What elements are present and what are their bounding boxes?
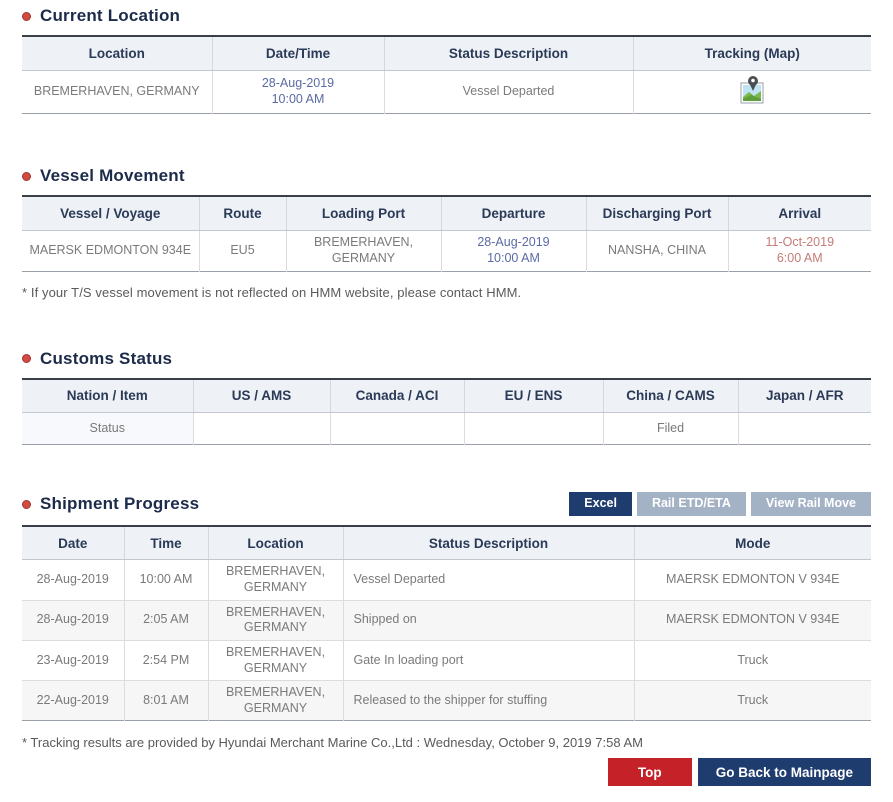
excel-button[interactable]: Excel bbox=[569, 492, 632, 516]
customs-china-cams-value: Filed bbox=[602, 412, 738, 445]
section-bullet-icon bbox=[22, 354, 31, 364]
progress-status: Vessel Departed bbox=[342, 559, 634, 601]
rail-etd-eta-button[interactable]: Rail ETD/ETA bbox=[636, 492, 746, 516]
progress-mode: Truck bbox=[633, 640, 871, 682]
departure-date: 28-Aug-2019 bbox=[477, 235, 550, 249]
col-header-discharging-port: Discharging Port bbox=[585, 196, 728, 231]
progress-time: 8:01 AM bbox=[123, 680, 208, 721]
progress-time: 2:54 PM bbox=[123, 640, 208, 682]
table-row: 28-Aug-2019 10:00 AM BREMERHAVEN, GERMAN… bbox=[22, 559, 871, 601]
col-header-time: Time bbox=[123, 525, 208, 561]
col-header-canada-aci: Canada / ACI bbox=[329, 378, 464, 414]
col-header-nation-item: Nation / Item bbox=[22, 378, 193, 414]
progress-date: 28-Aug-2019 bbox=[22, 559, 124, 601]
col-header-loading-port: Loading Port bbox=[285, 196, 441, 231]
route-value: EU5 bbox=[198, 230, 286, 272]
progress-location: BREMERHAVEN, GERMANY bbox=[207, 600, 343, 641]
col-header-location: Location bbox=[22, 36, 212, 71]
progress-date: 28-Aug-2019 bbox=[22, 600, 124, 641]
current-date: 28-Aug-2019 bbox=[261, 76, 335, 91]
current-datetime-value: 28-Aug-2019 10:00 AM bbox=[211, 70, 384, 114]
col-header-status-description: Status Description bbox=[383, 36, 633, 71]
vessel-movement-table: Vessel / Voyage Route Loading Port Depar… bbox=[22, 195, 871, 272]
progress-status: Gate In loading port bbox=[342, 640, 634, 682]
tracking-map-cell bbox=[632, 70, 871, 114]
table-row: MAERSK EDMONTON 934E EU5 BREMERHAVEN, GE… bbox=[22, 230, 871, 272]
current-location-value: BREMERHAVEN, GERMANY bbox=[33, 84, 200, 98]
progress-location: BREMERHAVEN, GERMANY bbox=[207, 680, 343, 721]
customs-status-table: Nation / Item US / AMS Canada / ACI EU /… bbox=[22, 377, 871, 446]
col-header-vessel-voyage: Vessel / Voyage bbox=[22, 196, 199, 231]
tracking-results-note: * Tracking results are provided by Hyund… bbox=[22, 735, 643, 751]
section-bullet-icon bbox=[22, 11, 31, 21]
loading-port-value: BREMERHAVEN, GERMANY bbox=[285, 230, 441, 272]
current-status-value: Vessel Departed bbox=[383, 70, 633, 114]
section-title-shipment-progress: Shipment Progress bbox=[40, 494, 200, 513]
section-title-current-location: Current Location bbox=[40, 6, 181, 25]
customs-canada-aci-value bbox=[329, 412, 464, 445]
tracking-map-button[interactable] bbox=[739, 75, 766, 105]
shipment-progress-table: Date Time Location Status Description Mo… bbox=[22, 524, 871, 722]
col-header-date: Date bbox=[22, 525, 124, 561]
progress-location: BREMERHAVEN, GERMANY bbox=[207, 640, 343, 682]
current-time: 10:00 AM bbox=[271, 91, 325, 106]
customs-row-label: Status bbox=[22, 412, 193, 445]
col-header-mode: Mode bbox=[633, 525, 871, 561]
view-rail-move-button[interactable]: View Rail Move bbox=[750, 492, 871, 516]
col-header-us-ams: US / AMS bbox=[192, 378, 330, 414]
section-title-vessel-movement: Vessel Movement bbox=[40, 166, 185, 186]
section-title-customs-status: Customs Status bbox=[40, 348, 173, 368]
progress-time: 2:05 AM bbox=[123, 600, 208, 641]
col-header-status-description: Status Description bbox=[342, 525, 634, 561]
section-customs-status: Customs Status Nation / Item US / AMS Ca… bbox=[22, 349, 871, 446]
customs-us-ams-value bbox=[192, 412, 330, 445]
section-bullet-icon bbox=[22, 171, 31, 181]
section-shipment-progress: Shipment Progress Excel Rail ETD/ETA Vie… bbox=[22, 492, 871, 750]
progress-mode: MAERSK EDMONTON V 934E bbox=[633, 600, 871, 641]
table-row: Status Filed bbox=[22, 412, 871, 445]
table-row: 22-Aug-2019 8:01 AM BREMERHAVEN, GERMANY… bbox=[22, 680, 871, 721]
col-header-datetime: Date/Time bbox=[211, 36, 384, 71]
section-vessel-movement: Vessel Movement Vessel / Voyage Route Lo… bbox=[22, 166, 871, 300]
table-row: 23-Aug-2019 2:54 PM BREMERHAVEN, GERMANY… bbox=[22, 640, 871, 682]
progress-mode: Truck bbox=[633, 680, 871, 721]
section-bullet-icon bbox=[22, 499, 31, 509]
table-row: BREMERHAVEN, GERMANY 28-Aug-2019 10:00 A… bbox=[22, 70, 871, 114]
vessel-voyage-value: MAERSK EDMONTON 934E bbox=[29, 242, 192, 257]
section-current-location: Current Location Location Date/Time Stat… bbox=[22, 6, 871, 115]
customs-eu-ens-value bbox=[463, 412, 603, 445]
progress-mode: MAERSK EDMONTON V 934E bbox=[633, 559, 871, 601]
col-header-china-cams: China / CAMS bbox=[602, 378, 738, 414]
progress-date: 23-Aug-2019 bbox=[22, 640, 124, 682]
table-row: 28-Aug-2019 2:05 AM BREMERHAVEN, GERMANY… bbox=[22, 600, 871, 641]
arrival-value: 11-Oct-2019 6:00 AM bbox=[727, 230, 871, 272]
progress-location: BREMERHAVEN, GERMANY bbox=[207, 559, 343, 601]
map-pin-icon bbox=[740, 75, 764, 103]
col-header-route: Route bbox=[198, 196, 286, 231]
col-header-tracking-map: Tracking (Map) bbox=[632, 36, 871, 71]
vessel-movement-note: * If your T/S vessel movement is not ref… bbox=[22, 284, 522, 300]
arrival-time: 6:00 AM bbox=[776, 250, 823, 265]
go-back-to-mainpage-button[interactable]: Go Back to Mainpage bbox=[697, 758, 871, 787]
col-header-departure: Departure bbox=[440, 196, 586, 231]
top-button[interactable]: Top bbox=[607, 758, 692, 787]
col-header-location: Location bbox=[207, 525, 343, 561]
progress-date: 22-Aug-2019 bbox=[22, 680, 124, 721]
departure-value: 28-Aug-2019 10:00 AM bbox=[440, 230, 586, 272]
departure-time: 10:00 AM bbox=[487, 250, 540, 265]
discharging-port-value: NANSHA, CHINA bbox=[585, 230, 728, 272]
col-header-japan-afr: Japan / AFR bbox=[737, 378, 871, 414]
customs-japan-afr-value bbox=[737, 412, 871, 445]
progress-status: Shipped on bbox=[342, 600, 634, 641]
col-header-eu-ens: EU / ENS bbox=[463, 378, 603, 414]
progress-time: 10:00 AM bbox=[123, 559, 208, 601]
current-location-table: Location Date/Time Status Description Tr… bbox=[22, 35, 871, 115]
col-header-arrival: Arrival bbox=[727, 196, 871, 231]
arrival-date: 11-Oct-2019 bbox=[765, 235, 835, 249]
progress-status: Released to the shipper for stuffing bbox=[342, 680, 634, 721]
footer-actions: Top Go Back to Mainpage bbox=[22, 758, 871, 787]
